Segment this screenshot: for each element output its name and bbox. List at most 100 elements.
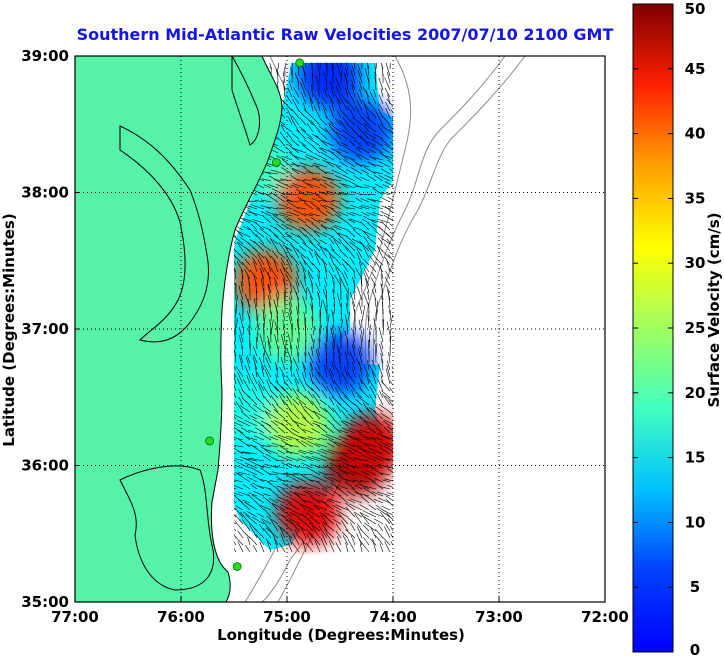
velocity-vector [261, 424, 272, 434]
velocity-vector [341, 410, 349, 420]
velocity-vector [303, 109, 314, 119]
velocity-vector [299, 82, 307, 98]
velocity-vector [360, 211, 370, 217]
velocity-vector [376, 245, 384, 259]
velocity-vector [246, 444, 258, 448]
velocity-vector [281, 193, 293, 196]
velocity-vector [379, 264, 384, 280]
velocity-vector [310, 295, 314, 308]
colorbar-label: Surface Velocity (cm/s) [705, 212, 723, 407]
velocity-vector [369, 364, 377, 378]
velocity-vector [349, 139, 356, 147]
velocity-vector [375, 427, 384, 434]
velocity-vector [264, 349, 272, 364]
velocity-vector [330, 383, 335, 392]
velocity-vector [364, 123, 377, 133]
velocity-vector [244, 268, 251, 280]
chart-title: Southern Mid-Atlantic Raw Velocities 200… [77, 25, 614, 44]
velocity-vector [366, 90, 370, 105]
velocity-vector [261, 178, 272, 182]
velocity-vector [234, 268, 237, 280]
velocity-vector [320, 101, 328, 112]
velocity-vector [289, 519, 300, 532]
velocity-vector [306, 467, 321, 476]
velocity-vector [304, 202, 314, 210]
velocity-vector [318, 525, 328, 539]
velocity-vector [339, 203, 349, 210]
velocity-vector [387, 71, 391, 84]
velocity-vector [320, 537, 328, 553]
velocity-vector [247, 492, 258, 497]
velocity-vector [367, 360, 370, 371]
velocity-vector [363, 103, 370, 119]
velocity-vector [363, 419, 377, 427]
velocity-vector [347, 499, 356, 504]
velocity-vector [347, 517, 356, 525]
velocity-vector [358, 387, 370, 399]
velocity-vector [368, 331, 371, 343]
velocity-vector [283, 400, 293, 413]
velocity-vector [240, 411, 251, 420]
velocity-vector [317, 499, 328, 504]
velocity-vector [354, 492, 370, 497]
velocity-vector [262, 496, 272, 504]
velocity-vector [355, 163, 370, 168]
velocity-vector [333, 256, 342, 266]
velocity-vector [234, 235, 237, 238]
velocity-vector [295, 397, 307, 406]
velocity-vector [367, 222, 377, 231]
velocity-vector [260, 278, 265, 294]
velocity-vector [364, 268, 370, 280]
velocity-vector [350, 70, 356, 84]
velocity-vector [269, 62, 272, 70]
velocity-vector [354, 105, 363, 119]
velocity-vector [284, 232, 293, 238]
velocity-vector [292, 420, 307, 427]
velocity-vector [248, 211, 265, 217]
velocity-vector [240, 218, 251, 224]
velocity-vector [305, 287, 307, 301]
velocity-vector [380, 512, 391, 525]
velocity-vector [387, 196, 393, 201]
velocity-vector [334, 118, 342, 126]
velocity-vector [324, 127, 335, 140]
velocity-vector [248, 457, 265, 462]
velocity-vector [337, 485, 349, 490]
velocity-vector [247, 298, 251, 315]
velocity-vector [389, 154, 393, 157]
velocity-vector [300, 455, 314, 462]
velocity-vector [336, 344, 342, 357]
velocity-vector [345, 303, 349, 315]
velocity-vector [249, 536, 258, 546]
velocity-vector [314, 230, 328, 238]
velocity-vector [263, 303, 265, 315]
velocity-vector [369, 436, 384, 441]
velocity-vector [234, 307, 237, 322]
velocity-vector [319, 329, 321, 343]
velocity-vector [371, 271, 377, 280]
velocity-vector [315, 283, 321, 294]
velocity-vector [325, 116, 335, 126]
velocity-vector [332, 289, 335, 301]
velocity-vector [377, 463, 391, 469]
velocity-vector [337, 110, 342, 119]
velocity-vector [326, 161, 342, 168]
velocity-vector [361, 229, 370, 238]
velocity-vector [340, 319, 344, 329]
velocity-vector [255, 534, 265, 546]
velocity-vector [302, 364, 307, 378]
velocity-vector [301, 144, 314, 154]
velocity-vector [318, 338, 321, 350]
velocity-vector [287, 110, 293, 119]
velocity-vector [234, 485, 244, 490]
velocity-vector [253, 261, 258, 273]
velocity-vector [318, 126, 328, 133]
velocity-vector [385, 101, 391, 112]
velocity-vector [283, 380, 293, 392]
velocity-vector [355, 154, 363, 161]
velocity-vector [341, 391, 349, 399]
velocity-vector [286, 456, 300, 462]
velocity-vector [374, 71, 377, 84]
velocity-vector [251, 204, 265, 210]
velocity-vector [369, 455, 384, 462]
